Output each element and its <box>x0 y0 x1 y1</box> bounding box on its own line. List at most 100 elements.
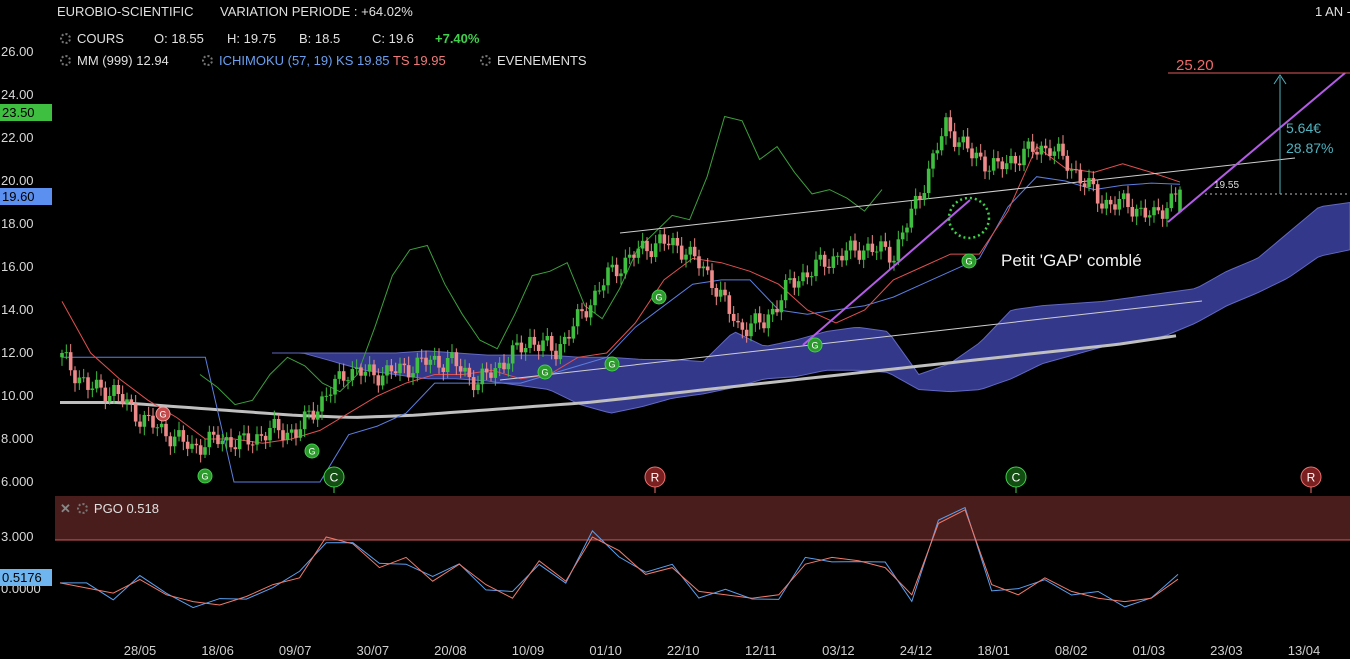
candle-body <box>445 358 450 373</box>
close-icon[interactable]: ✕ <box>60 501 71 516</box>
candle-body <box>125 399 129 404</box>
x-tick-label: 01/10 <box>589 643 622 658</box>
candle-body <box>1035 151 1039 155</box>
candle-body <box>948 117 953 132</box>
candle-body <box>242 433 246 436</box>
candle-body <box>428 359 433 365</box>
candle-body <box>146 414 151 416</box>
candle-body <box>649 251 654 257</box>
candle-body <box>497 362 502 369</box>
candle-body <box>679 245 684 260</box>
candle-body <box>567 336 571 339</box>
candle-body <box>489 372 493 378</box>
candle-body <box>770 308 775 315</box>
candle-body <box>757 313 762 323</box>
candle-body <box>1117 199 1122 210</box>
candle-body <box>77 377 82 384</box>
candle-body <box>844 250 849 261</box>
candle-body <box>1087 178 1091 187</box>
x-tick-label: 23/03 <box>1210 643 1243 658</box>
candle-body <box>1134 208 1139 217</box>
candle-body <box>788 278 792 280</box>
candle-body <box>796 281 801 288</box>
projection-line <box>1167 72 1346 223</box>
candle-body <box>970 148 974 159</box>
candle-body <box>723 289 727 296</box>
period-selector[interactable]: 1 AN - <box>1315 4 1350 19</box>
candle-body <box>60 353 64 358</box>
candle-body <box>822 254 827 267</box>
candle-body <box>987 170 992 172</box>
candle-body <box>857 250 862 260</box>
candle-body <box>510 345 515 364</box>
candle-body <box>1169 193 1174 209</box>
event-marker <box>961 253 977 269</box>
candle-body <box>666 243 671 246</box>
ma-legend[interactable]: MM (999) 12.94 <box>60 53 169 68</box>
candle-body <box>866 243 870 251</box>
candle-body <box>363 371 368 376</box>
candle-body <box>458 366 463 372</box>
gear-icon[interactable] <box>60 55 71 66</box>
candle-body <box>1052 151 1057 156</box>
candle-body <box>536 344 541 352</box>
event-marker-label: R <box>1307 471 1316 485</box>
candle-body <box>324 395 329 397</box>
candle-body <box>389 365 394 372</box>
candle-body <box>493 368 498 378</box>
last-price-badge: 19.60 <box>0 188 52 205</box>
y-tick-label: 6.000 <box>1 474 34 489</box>
candle-body <box>1130 207 1135 217</box>
candle-body <box>935 150 940 154</box>
candle-body <box>861 250 866 260</box>
oscillator-legend[interactable]: ✕ PGO 0.518 <box>60 501 159 516</box>
gear-icon[interactable] <box>76 503 88 514</box>
candle-body <box>168 436 173 447</box>
candle-body <box>918 195 922 200</box>
event-marker-label: G <box>159 410 166 420</box>
candle-body <box>207 431 212 448</box>
candle-body <box>1121 193 1126 200</box>
candle-body <box>701 266 706 269</box>
candle-body <box>827 266 831 268</box>
cours-legend[interactable]: COURS <box>60 31 124 46</box>
candle-body <box>1022 148 1026 166</box>
y-tick-label: 24.00 <box>1 87 34 102</box>
candle-body <box>281 430 285 441</box>
support-price-badge: 23.50 <box>0 104 52 121</box>
candle-body <box>307 410 311 412</box>
gap-circle <box>947 196 991 240</box>
candle-body <box>372 364 376 376</box>
event-marker-label: C <box>1012 471 1021 485</box>
gear-icon[interactable] <box>202 55 213 66</box>
candle-body <box>1108 199 1113 205</box>
event-marker <box>537 364 553 380</box>
osc-y-tick: 3.000 <box>1 529 34 544</box>
ichimoku-legend[interactable]: ICHIMOKU (57, 19) KS 19.85 TS 19.95 <box>202 53 446 68</box>
candle-body <box>961 136 966 143</box>
gear-icon[interactable] <box>480 55 491 66</box>
x-tick-label: 03/12 <box>822 643 855 658</box>
candle-body <box>1095 184 1100 204</box>
event-marker-label: R <box>651 471 660 485</box>
candle-body <box>350 369 355 381</box>
candle-body <box>619 273 623 277</box>
candle-body <box>359 367 363 376</box>
x-tick-label: 12/11 <box>745 643 777 658</box>
candle-body <box>1165 208 1169 219</box>
candle-body <box>450 352 454 359</box>
candle-body <box>1017 163 1022 166</box>
candle-body <box>584 311 589 318</box>
candle-body <box>805 272 810 278</box>
events-legend[interactable]: EVENEMENTS <box>480 53 587 68</box>
candle-body <box>952 131 957 147</box>
event-marker <box>1300 466 1322 488</box>
candle-body <box>991 158 996 171</box>
candle-body <box>1143 207 1148 218</box>
candle-body <box>883 241 888 247</box>
candle-body <box>1104 199 1109 209</box>
event-marker-label: G <box>541 368 548 378</box>
gear-icon[interactable] <box>60 33 71 44</box>
candle-body <box>268 427 272 441</box>
